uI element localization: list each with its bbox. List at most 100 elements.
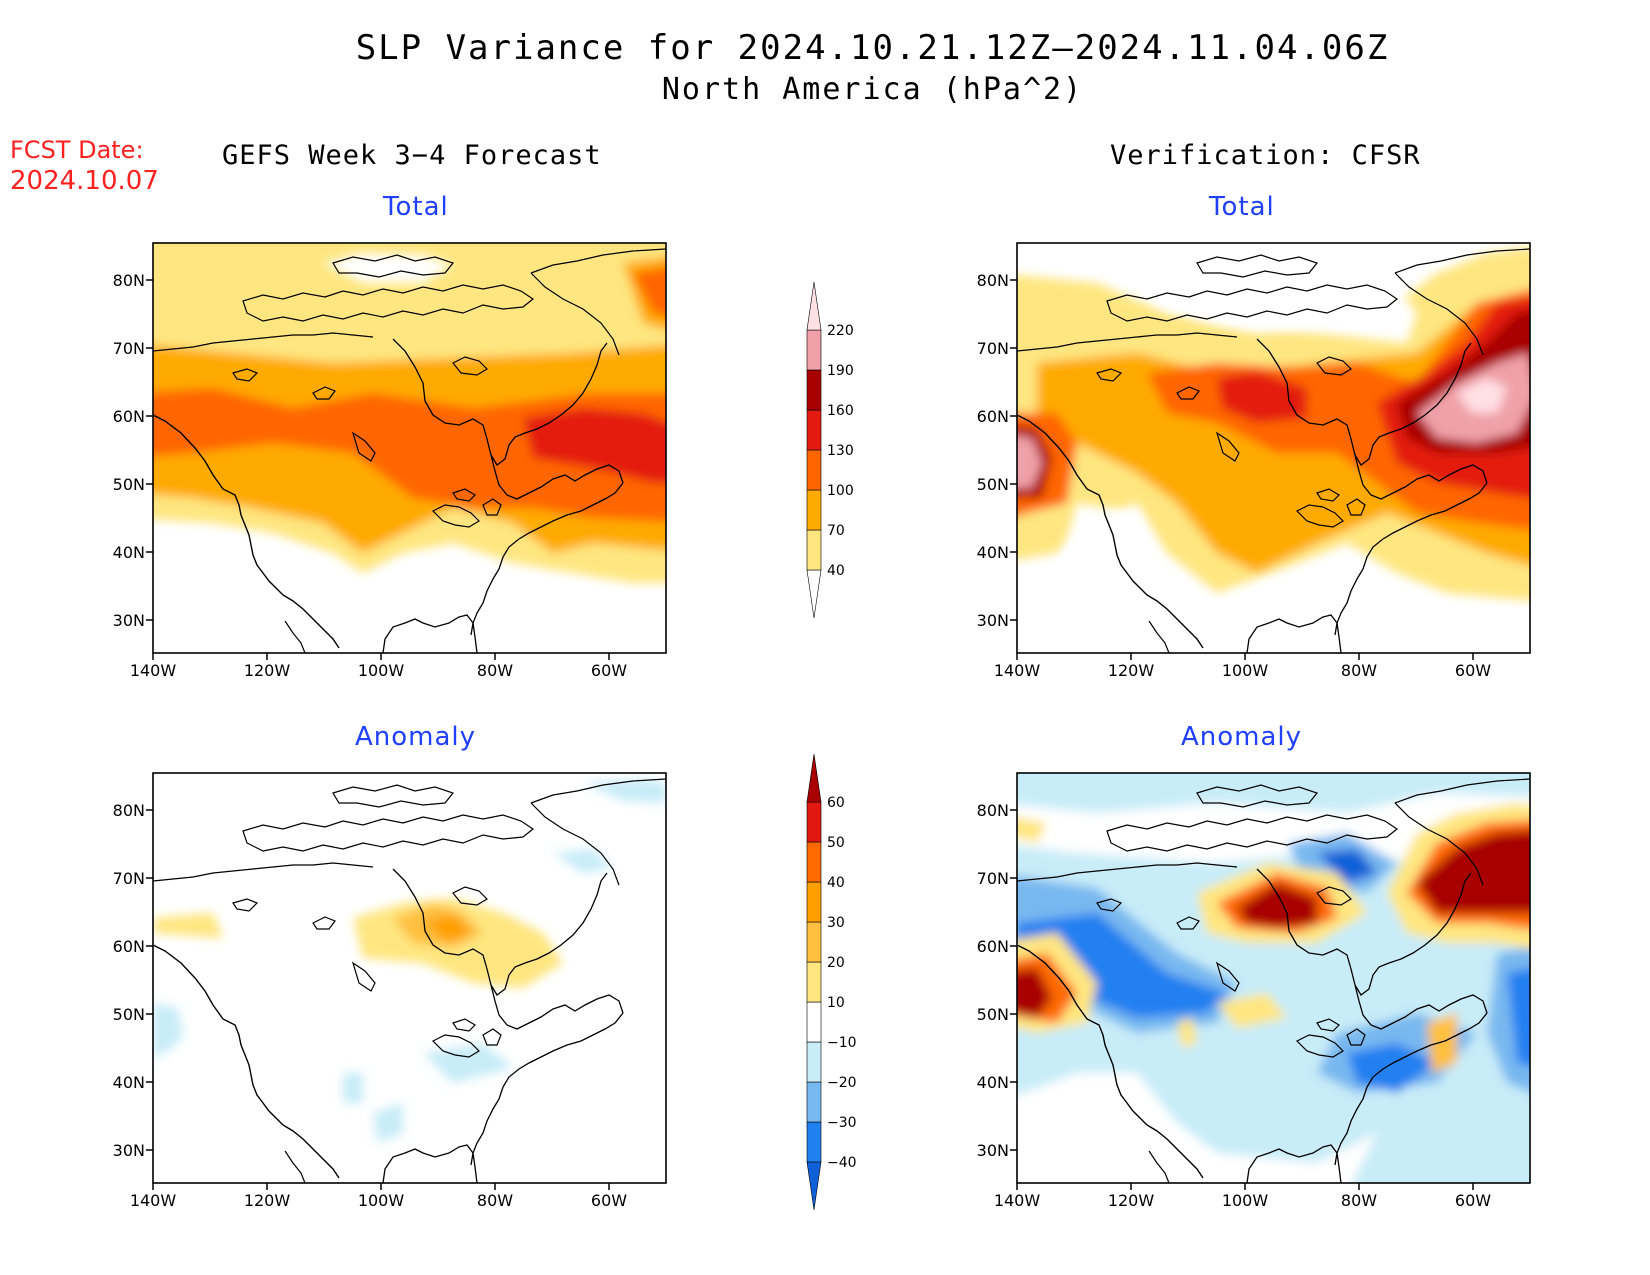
lat-label: 60N xyxy=(113,937,145,956)
colorbar-label: 100 xyxy=(827,483,854,499)
cfsr-anomaly-axes: 80N 70N 60N 50N 40N 30N 140W 120W 100W 8… xyxy=(977,801,1492,1210)
lat-label: 40N xyxy=(977,1073,1009,1092)
colorbar-swatch xyxy=(806,801,822,843)
lon-label: 60W xyxy=(1455,1191,1491,1210)
lat-label: 80N xyxy=(977,271,1009,290)
lat-label: 80N xyxy=(113,801,145,820)
colorbar-label: 60 xyxy=(827,795,845,811)
lon-label: 140W xyxy=(130,661,177,680)
lon-label: 60W xyxy=(591,661,627,680)
colorbar-swatch xyxy=(806,281,822,331)
colorbar-swatch xyxy=(806,753,822,803)
colorbar-label: 50 xyxy=(827,835,845,851)
anomaly-colorbar: −40 −30 −20 −10 10 20 30 40 50 60 xyxy=(806,753,857,1211)
lat-label: 40N xyxy=(113,543,145,562)
total-colorbar: 40 70 100 130 160 190 220 xyxy=(806,281,854,619)
lat-label: 30N xyxy=(977,1141,1009,1160)
cfsr-total-axes: 80N 70N 60N 50N 40N 30N 140W 120W 100W 8… xyxy=(977,271,1492,680)
colorbar-label: −40 xyxy=(827,1155,857,1171)
lon-label: 100W xyxy=(1222,661,1269,680)
colorbar-label: −10 xyxy=(827,1035,857,1051)
fcst-date-value: 2024.10.07 xyxy=(10,166,159,196)
lon-label: 80W xyxy=(1341,1191,1377,1210)
colorbar-label: 190 xyxy=(827,363,854,379)
lon-label: 80W xyxy=(1341,661,1377,680)
colorbar-swatch xyxy=(806,921,822,963)
lon-label: 80W xyxy=(477,1191,513,1210)
colorbar-swatch xyxy=(806,1081,822,1123)
lat-label: 30N xyxy=(113,611,145,630)
colorbar-swatch xyxy=(806,841,822,883)
cfsr-total-title: Total xyxy=(1209,192,1275,222)
colorbar-label: 40 xyxy=(827,563,845,579)
colorbar-swatch xyxy=(806,1121,822,1163)
lon-label: 120W xyxy=(244,1191,291,1210)
colorbar-label: 30 xyxy=(827,915,845,931)
colorbar-swatch xyxy=(806,1001,822,1043)
colorbar-swatch xyxy=(806,529,822,571)
lon-label: 120W xyxy=(1108,1191,1155,1210)
colorbar-swatch xyxy=(806,1041,822,1083)
colorbar-swatch xyxy=(806,881,822,923)
cfsr-column-heading: Verification: CFSR xyxy=(1110,140,1421,171)
colorbar-swatch xyxy=(806,369,822,411)
colorbar-label: 160 xyxy=(827,403,854,419)
colorbar-label: 20 xyxy=(827,955,845,971)
gefs-column-heading: GEFS Week 3−4 Forecast xyxy=(222,140,602,171)
colorbar-label: 70 xyxy=(827,523,845,539)
gefs-anomaly-map xyxy=(145,772,667,1191)
colorbar-swatch xyxy=(806,409,822,451)
gefs-total-title: Total xyxy=(383,192,449,222)
colorbar-swatch xyxy=(806,1161,822,1211)
lat-label: 40N xyxy=(977,543,1009,562)
colorbar-label: 130 xyxy=(827,443,854,459)
lat-label: 70N xyxy=(113,339,145,358)
colorbar-label: 10 xyxy=(827,995,845,1011)
cfsr-anomaly-title: Anomaly xyxy=(1181,722,1303,752)
lat-label: 80N xyxy=(113,271,145,290)
lat-label: 60N xyxy=(977,407,1009,426)
colorbar-swatch xyxy=(806,329,822,371)
lon-label: 140W xyxy=(130,1191,177,1210)
lon-label: 60W xyxy=(1455,661,1491,680)
lat-label: 30N xyxy=(977,611,1009,630)
colorbar-label: −20 xyxy=(827,1075,857,1091)
lon-label: 100W xyxy=(358,1191,405,1210)
lon-label: 120W xyxy=(1108,661,1155,680)
lat-label: 60N xyxy=(977,937,1009,956)
lon-label: 140W xyxy=(994,1191,1041,1210)
lat-label: 70N xyxy=(113,869,145,888)
chart-subtitle: North America (hPa^2) xyxy=(661,72,1084,107)
colorbar-swatch xyxy=(806,489,822,531)
lat-label: 50N xyxy=(113,475,145,494)
lat-label: 70N xyxy=(977,339,1009,358)
chart-title: SLP Variance for 2024.10.21.12Z–2024.11.… xyxy=(355,28,1390,68)
lat-label: 50N xyxy=(977,475,1009,494)
lat-label: 60N xyxy=(113,407,145,426)
colorbar-swatch xyxy=(806,569,822,619)
gefs-anomaly-axes: 80N 70N 60N 50N 40N 30N 140W 120W 100W 8… xyxy=(113,801,628,1210)
colorbar-swatch xyxy=(806,961,822,1003)
lon-label: 100W xyxy=(1222,1191,1269,1210)
gefs-total-map xyxy=(145,242,667,661)
lon-label: 60W xyxy=(591,1191,627,1210)
lon-label: 140W xyxy=(994,661,1041,680)
lat-label: 70N xyxy=(977,869,1009,888)
lon-label: 100W xyxy=(358,661,405,680)
cfsr-anomaly-map xyxy=(1009,772,1531,1191)
cfsr-total-map xyxy=(1009,242,1531,661)
lat-label: 50N xyxy=(977,1005,1009,1024)
lat-label: 50N xyxy=(113,1005,145,1024)
lon-label: 80W xyxy=(477,661,513,680)
colorbar-swatch xyxy=(806,449,822,491)
colorbar-label: 40 xyxy=(827,875,845,891)
gefs-total-axes: 80N 70N 60N 50N 40N 30N 140W 120W 100W 8… xyxy=(113,271,628,680)
lat-label: 30N xyxy=(113,1141,145,1160)
lon-label: 120W xyxy=(244,661,291,680)
colorbar-label: 220 xyxy=(827,323,854,339)
gefs-anomaly-title: Anomaly xyxy=(355,722,477,752)
fcst-date-label: FCST Date: xyxy=(10,136,144,164)
colorbar-label: −30 xyxy=(827,1115,857,1131)
lat-label: 40N xyxy=(113,1073,145,1092)
